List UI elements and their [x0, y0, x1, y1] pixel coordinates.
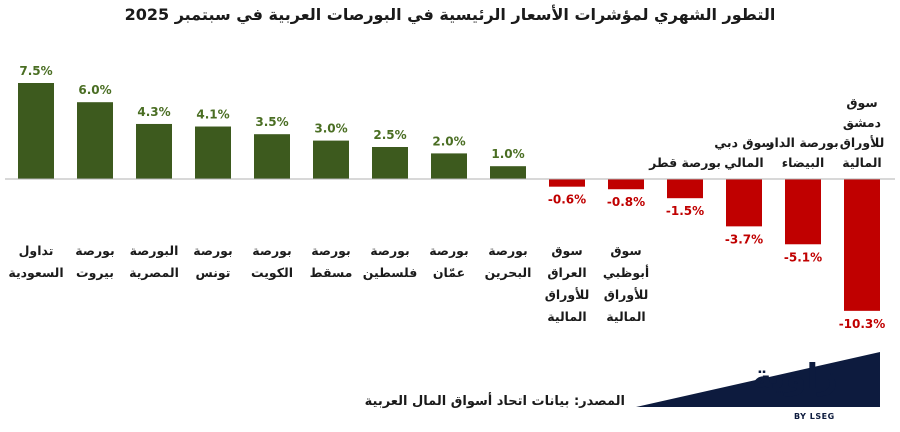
zawya-logo-subtitle: BY LSEG — [794, 412, 835, 421]
value-label-0: 7.5% — [19, 64, 52, 78]
bar-3 — [195, 126, 231, 179]
bar-5 — [313, 140, 349, 179]
chart-title: التطور الشهري لمؤشرات الأسعار الرئيسية ف… — [124, 5, 776, 24]
value-label-14: -10.3% — [839, 317, 886, 331]
value-label-13: -5.1% — [784, 250, 822, 264]
bar-7 — [431, 153, 467, 179]
bar-1 — [77, 102, 113, 179]
value-label-12: -3.7% — [725, 232, 763, 246]
category-label-7: بورصة عمّان — [429, 243, 469, 280]
value-label-5: 3.0% — [314, 122, 347, 136]
logo-swoosh — [636, 352, 880, 407]
bar-12 — [726, 179, 762, 227]
value-label-7: 2.0% — [432, 134, 465, 148]
bar-10 — [608, 179, 644, 190]
bar-0 — [18, 83, 54, 179]
bar-4 — [254, 134, 290, 179]
value-label-9: -0.6% — [548, 193, 586, 207]
category-label-10: سوق أبوظبي للأوراق المالية — [602, 243, 650, 324]
category-label-13: بورصة الدار البيضاء — [767, 135, 839, 170]
bar-11 — [667, 179, 703, 199]
value-label-4: 3.5% — [255, 115, 288, 129]
category-label-6: بورصة فلسطين — [362, 243, 418, 280]
value-label-1: 6.0% — [78, 83, 111, 97]
category-label-4: بورصة الكويت — [250, 243, 293, 280]
bar-9 — [549, 179, 585, 187]
source-note: المصدر: بيانات اتحاد أسواق المال العربية — [364, 394, 625, 409]
value-label-10: -0.8% — [607, 195, 645, 209]
value-label-2: 4.3% — [137, 105, 170, 119]
bar-6 — [372, 147, 408, 179]
value-label-8: 1.0% — [491, 147, 524, 161]
category-label-1: بورصة بيروت — [75, 243, 115, 280]
value-label-11: -1.5% — [666, 204, 704, 218]
category-label-12: سوق دبي المالي — [714, 135, 774, 170]
zawya-logo: زاوية — [752, 357, 838, 397]
bar-8 — [490, 166, 526, 179]
bar-2 — [136, 123, 172, 179]
category-label-11: بورصة قطر — [649, 155, 721, 170]
category-label-3: بورصة تونس — [193, 243, 233, 280]
category-label-5: بورصة مسقط — [309, 243, 353, 280]
category-label-2: البورصة المصرية — [129, 243, 179, 280]
category-label-14: سوق دمشق للأوراق المالية — [839, 95, 885, 170]
category-label-8: بورصة البحرين — [484, 243, 532, 280]
category-label-0: تداول السعودية — [8, 243, 64, 280]
value-label-6: 2.5% — [373, 128, 406, 142]
value-label-3: 4.1% — [196, 108, 229, 122]
bar-14 — [844, 179, 880, 311]
category-label-9: سوق العراق للأوراق المالية — [544, 243, 590, 324]
bar-13 — [785, 179, 821, 245]
